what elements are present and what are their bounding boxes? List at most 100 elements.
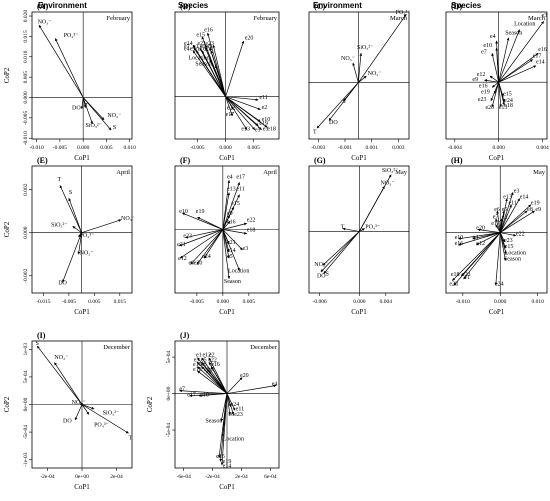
x-axis-title-c: CoP1	[351, 154, 367, 162]
vector-arrow-no	[352, 62, 359, 83]
vector-arrow-e7	[179, 389, 228, 394]
panel-label-i: (I)	[37, 331, 46, 340]
vector-label-s: S	[69, 190, 72, 196]
x-tick-label-c: -0.003	[311, 145, 325, 151]
vector-arrow-e11	[225, 96, 259, 102]
vector-label-e2: e2	[209, 352, 215, 358]
vector-label-e8: e8	[527, 207, 533, 213]
vector-arrow-e12	[179, 229, 224, 259]
vector-arrow-e22	[500, 232, 517, 237]
vector-label-e12: e12	[194, 47, 203, 53]
vector-arrow-e5	[222, 229, 230, 259]
vector-label-sio: SiO₃²⁻	[357, 45, 373, 51]
vector-arrow-e12	[201, 50, 226, 97]
x-tick-label-j: -2e-04	[205, 474, 220, 480]
x-tick-label-a: -0.005	[53, 145, 67, 151]
vector-label-e16: e16	[538, 47, 547, 53]
vector-label-no: NO₃⁻	[341, 56, 355, 62]
vector-label-e3: e3	[194, 357, 200, 363]
vector-label-e11: e11	[508, 201, 516, 207]
vector-label-e3: e3	[542, 13, 548, 19]
column-header-species-2: Species	[451, 1, 482, 10]
month-label-e: April	[116, 169, 130, 176]
vector-label-po: PO₄³⁻	[80, 233, 95, 239]
vector-arrow-location	[222, 229, 240, 271]
vector-label-e7: e7	[184, 44, 190, 50]
panel-label-b: (B)	[180, 2, 191, 11]
vector-label-sio: SiO₃²⁻	[103, 410, 119, 416]
y-tick-label-a: 0.020	[23, 10, 29, 23]
vector-arrow-e19	[197, 216, 223, 230]
x-axis-title-d: CoP1	[489, 154, 505, 162]
vector-arrow-e6	[226, 393, 231, 415]
vector-label-e4: e4	[184, 47, 190, 53]
vector-label-do: DO	[329, 120, 338, 126]
vector-arrow-e20	[225, 40, 245, 97]
vector-arrow-e18	[197, 370, 228, 394]
vector-label-no: NO₃⁻	[381, 180, 395, 186]
vector-label-e16: e16	[479, 83, 488, 89]
month-label-a: February	[107, 15, 131, 22]
vector-arrow-location	[209, 59, 226, 97]
vector-label-e10: e10	[179, 209, 188, 215]
vector-label-e9: e9	[190, 47, 196, 53]
vector-arrow-e3	[225, 96, 262, 130]
vector-label-location: Location	[223, 436, 244, 442]
vector-label-e15: e15	[196, 33, 205, 39]
vector-label-e10: e10	[455, 235, 464, 241]
vector-label-e19: e19	[196, 209, 205, 215]
vector-arrow-e3	[222, 229, 243, 251]
vector-label-e18: e18	[451, 272, 460, 278]
vector-label-e18: e18	[504, 103, 513, 109]
plot-frame-d	[445, 11, 548, 140]
x-tick-label-h: 0.000	[494, 299, 507, 305]
x-axis-title-i: CoP1	[74, 483, 90, 491]
vector-arrow-no	[358, 75, 367, 83]
vector-label-e16: e16	[211, 362, 220, 368]
y-axis-title-e: CoP2	[3, 221, 11, 237]
vector-label-e13: e13	[193, 362, 202, 368]
y-tick-label-i: 1e-03	[23, 343, 29, 356]
vector-label-e23: e23	[478, 97, 487, 103]
plot-frame-a	[31, 11, 133, 140]
x-tick-label-g: -0.006	[312, 299, 326, 305]
vector-label-e16: e16	[204, 27, 213, 33]
panel-label-c: (C)	[314, 2, 325, 11]
x-tick-label-j: -6e-04	[176, 474, 191, 480]
vector-label-e24: e24	[504, 98, 513, 104]
vector-label-season: Season	[224, 279, 241, 285]
y-tick-label-a: 0.010	[23, 50, 29, 63]
vector-label-e11: e11	[236, 187, 244, 193]
vector-arrow-no	[77, 232, 82, 255]
x-tick-label-e: 0.015	[114, 299, 127, 305]
vector-label-location: Location	[228, 269, 249, 275]
vector-label-no: NO₃⁻	[72, 400, 86, 406]
x-tick-label-h: -0.010	[456, 299, 470, 305]
y-tick-label-a: -0.005	[23, 110, 29, 124]
x-axis-title-f: CoP1	[219, 308, 235, 316]
y-tick-label-a: -0.010	[23, 131, 29, 145]
vector-arrow-e18	[452, 232, 501, 281]
vector-arrow-no	[359, 185, 385, 232]
vector-arrow-e17	[495, 224, 501, 233]
vector-arrow-season	[222, 229, 231, 279]
y-tick-label-i: 0e+00	[23, 397, 29, 411]
vector-label-e7: e7	[493, 215, 499, 221]
vector-arrow-do	[62, 232, 82, 283]
x-tick-label-g: 0.000	[353, 299, 366, 305]
x-tick-label-b: -0.005	[190, 145, 204, 151]
vector-label-e11: e11	[236, 406, 244, 412]
y-tick-label-i: -5e-04	[23, 425, 29, 440]
vector-label-e17: e17	[187, 392, 196, 398]
vector-label-no: NO₂⁻	[107, 113, 121, 119]
vector-label-e8: e8	[204, 367, 210, 373]
vector-label-season: Season	[205, 419, 222, 425]
vector-label-no: NO₂⁻	[80, 250, 94, 256]
vector-label-e22: e22	[516, 232, 525, 238]
month-label-c: March	[390, 15, 408, 22]
vector-arrow-e9	[222, 214, 230, 230]
vector-arrow-e6	[496, 210, 501, 233]
vector-arrow-e23	[212, 44, 226, 97]
x-tick-label-f: -0.005	[190, 299, 204, 305]
